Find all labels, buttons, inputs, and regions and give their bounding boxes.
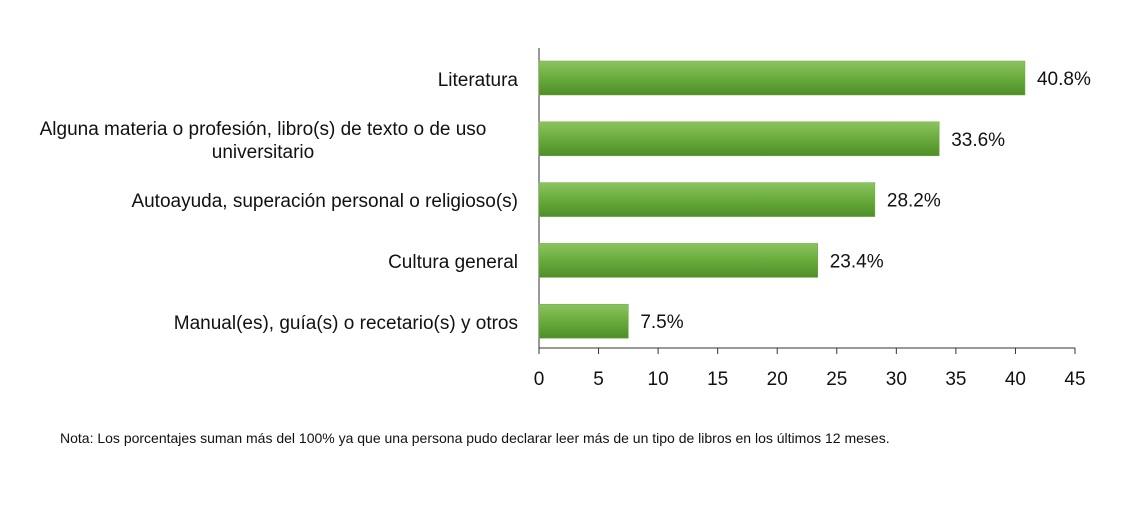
category-wrap: Cultura general [8,251,518,274]
x-tick-label: 35 [945,369,966,390]
bar [538,60,1026,96]
x-tick-label: 5 [593,369,604,390]
category-label: Manual(es), guía(s) o recetario(s) y otr… [173,312,518,334]
x-tick-label: 15 [707,369,728,390]
value-label: 28.2% [887,191,941,212]
x-tick-label: 40 [1005,369,1026,390]
category-wrap: Autoayuda, superación personal o religio… [8,190,518,213]
bar [538,121,940,157]
x-tick-label: 0 [534,369,545,390]
x-tick-label: 25 [826,369,847,390]
bar [538,243,818,278]
value-label: 23.4% [830,251,884,272]
category-label: Cultura general [388,251,518,273]
x-tick-label: 10 [648,369,669,390]
value-label: 7.5% [640,312,683,333]
value-label: 33.6% [951,130,1005,151]
category-label: Alguna materia o profesión, libro(s) de … [39,118,487,163]
bar [538,182,876,217]
x-tick-label: 30 [886,369,907,390]
value-label: 40.8% [1037,69,1091,90]
category-label: Autoayuda, superación personal o religio… [131,191,518,213]
category-wrap: Manual(es), guía(s) o recetario(s) y otr… [8,312,518,335]
x-tick-label: 20 [767,369,788,390]
category-wrap: Literatura [8,69,518,92]
note: Nota: Los porcentajes suman más del 100%… [60,430,890,446]
bar [538,303,629,339]
category-wrap: Alguna materia o profesión, libro(s) de … [8,118,518,164]
category-label: Literatura [437,69,518,91]
x-tick-label: 45 [1064,369,1085,390]
